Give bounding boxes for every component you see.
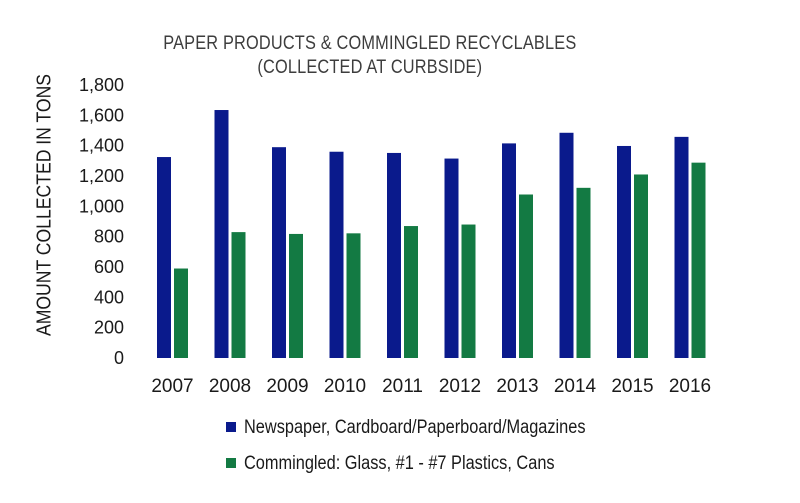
y-tick-label: 200 bbox=[94, 318, 124, 338]
bar-newspaper-2015 bbox=[617, 145, 631, 358]
x-tick-label: 2015 bbox=[611, 376, 653, 397]
x-tick-label: 2011 bbox=[382, 376, 423, 397]
bar-commingled-2008 bbox=[231, 232, 246, 358]
y-tick-label: 1,000 bbox=[79, 196, 124, 216]
bar-newspaper-2010 bbox=[329, 151, 344, 358]
chart-title: PAPER PRODUCTS & COMMINGLED RECYCLABLES bbox=[163, 33, 577, 54]
bar-newspaper-2007 bbox=[157, 157, 171, 358]
x-tick-label: 2010 bbox=[324, 376, 366, 397]
y-tick-label: 1,800 bbox=[79, 75, 124, 95]
legend-item-commingled: Commingled: Glass, #1 - #7 Plastics, Can… bbox=[226, 453, 605, 475]
y-tick-label: 800 bbox=[94, 227, 124, 247]
x-tick-label: 2009 bbox=[266, 376, 308, 397]
y-tick-label: 1,600 bbox=[79, 105, 124, 125]
bar-newspaper-2014 bbox=[559, 132, 574, 358]
bar-newspaper-2012 bbox=[444, 158, 459, 358]
bar-commingled-2010 bbox=[346, 233, 361, 358]
bar-newspaper-2008 bbox=[214, 110, 229, 359]
y-tick-label: 400 bbox=[94, 287, 124, 307]
x-tick-label: 2013 bbox=[496, 376, 538, 397]
x-tick-label: 2014 bbox=[554, 376, 597, 397]
bar-newspaper-2016 bbox=[674, 136, 689, 358]
legend-swatch-commingled bbox=[226, 457, 236, 468]
bar-newspaper-2011 bbox=[387, 152, 401, 358]
bar-commingled-2015 bbox=[634, 174, 648, 358]
chart-subtitle: (COLLECTED AT CURBSIDE) bbox=[257, 57, 483, 78]
y-tick-label: 0 bbox=[114, 348, 124, 368]
bar-commingled-2013 bbox=[519, 194, 533, 358]
bar-newspaper-2013 bbox=[502, 143, 516, 358]
bar-commingled-2016 bbox=[691, 162, 706, 358]
bar-newspaper-2009 bbox=[272, 147, 286, 358]
y-tick-label: 600 bbox=[94, 257, 124, 277]
x-tick-label: 2007 bbox=[151, 376, 193, 397]
legend-label-newspaper: Newspaper, Cardboard/Paperboard/Magazine… bbox=[244, 417, 586, 438]
legend-item-newspaper: Newspaper, Cardboard/Paperboard/Magazine… bbox=[226, 417, 641, 439]
bar-commingled-2014 bbox=[576, 187, 591, 358]
y-tick-label: 1,200 bbox=[79, 166, 124, 186]
y-tick-label: 1,400 bbox=[79, 136, 124, 156]
legend-swatch-newspaper bbox=[226, 421, 236, 432]
bar-commingled-2011 bbox=[404, 226, 418, 358]
bar-commingled-2012 bbox=[461, 224, 476, 358]
bar-commingled-2007 bbox=[174, 268, 188, 358]
x-tick-label: 2012 bbox=[439, 376, 481, 397]
bar-commingled-2009 bbox=[289, 233, 303, 358]
x-tick-label: 2016 bbox=[669, 376, 711, 397]
x-tick-label: 2008 bbox=[209, 376, 251, 397]
legend-label-commingled: Commingled: Glass, #1 - #7 Plastics, Can… bbox=[244, 453, 555, 474]
